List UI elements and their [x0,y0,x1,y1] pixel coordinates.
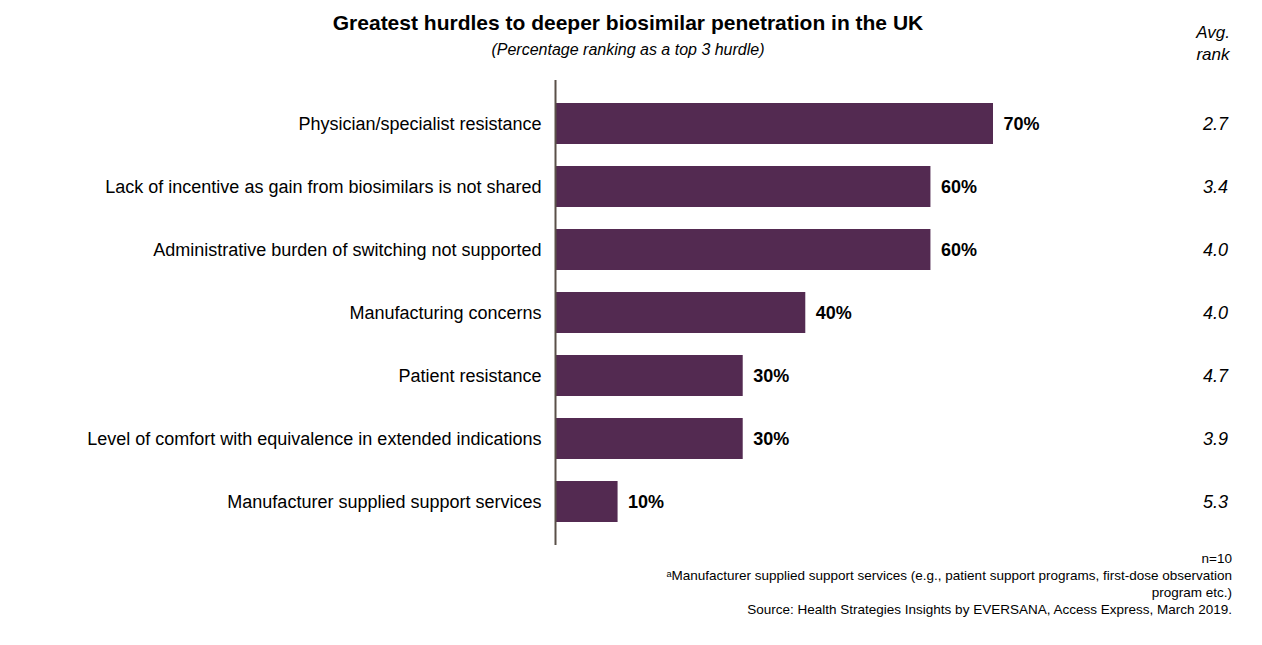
svg-text:Manufacturer supplied support: Manufacturer supplied support services [227,492,541,512]
svg-text:4.0: 4.0 [1203,303,1228,323]
svg-text:10%: 10% [628,492,664,512]
svg-text:60%: 60% [941,240,977,260]
html-text:n=10: n=10 [1201,551,1232,566]
html-text:Avg. rank: Avg. rank [1196,23,1230,64]
svg-text:3.4: 3.4 [1203,177,1228,197]
svg-text:Lack of incentive as gain from: Lack of incentive as gain from biosimila… [105,177,541,197]
html-text:Source: Health Strategies Insi: Source: Health Strategies Insights by EV… [747,602,1232,617]
svg-text:40%: 40% [816,303,852,323]
svg-text:30%: 30% [753,366,789,386]
svg-text:Administrative burden of switc: Administrative burden of switching not s… [153,240,541,260]
svg-text:Patient resistance: Patient resistance [398,366,541,386]
html-text:(Percentage ranking as a top 3: (Percentage ranking as a top 3 hurdle) [491,41,765,58]
svg-text:Physician/specialist resistanc: Physician/specialist resistance [298,114,541,134]
svg-text:4.7: 4.7 [1203,366,1229,386]
svg-text:60%: 60% [941,177,977,197]
html-text:ᵃManufacturer supplied support: ᵃManufacturer supplied support services … [666,568,1232,600]
svg-text:5.3: 5.3 [1203,492,1228,512]
svg-text:3.9: 3.9 [1203,429,1228,449]
svg-text:Level of comfort with equivale: Level of comfort with equivalence in ext… [87,429,541,449]
svg-text:4.0: 4.0 [1203,240,1228,260]
svg-text:Manufacturing concerns: Manufacturing concerns [349,303,541,323]
svg-text:30%: 30% [753,429,789,449]
html-text:Greatest hurdles to deeper bio: Greatest hurdles to deeper biosimilar pe… [332,11,924,34]
svg-text:2.7: 2.7 [1202,114,1229,134]
svg-text:70%: 70% [1004,114,1040,134]
